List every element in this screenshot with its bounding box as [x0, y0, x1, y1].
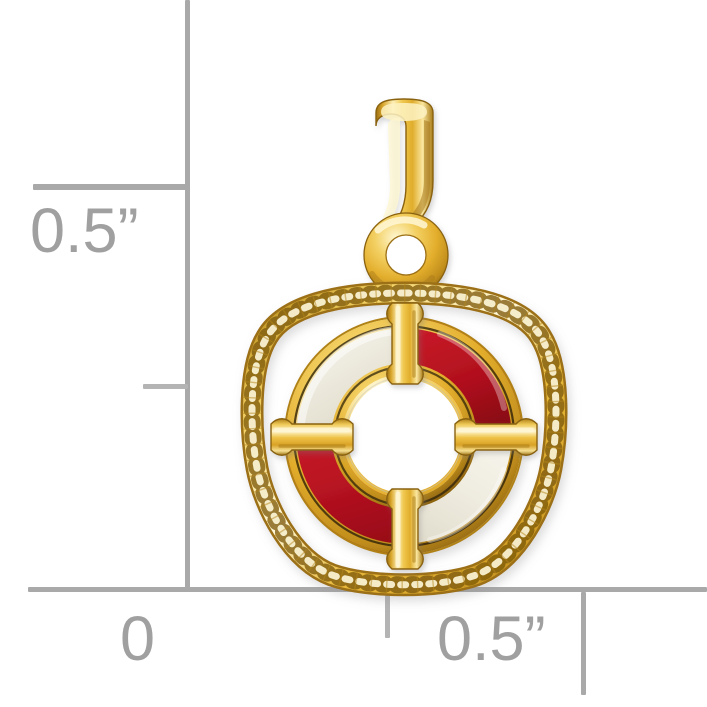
- lashing-right: [454, 418, 538, 456]
- life-ring-outer-edge: [284, 316, 524, 556]
- jump-ring-hole: [385, 234, 427, 276]
- jump-ring-shadow: [369, 271, 435, 294]
- enamel-inner-dark-line: [333, 365, 475, 507]
- lashing-top: [386, 302, 424, 385]
- rope-twist-shade: [242, 283, 566, 595]
- rope-frame-body: [243, 284, 565, 594]
- enamel-gloss-upper-right: [437, 331, 507, 411]
- enamel-segment-top-right-red: [404, 318, 522, 436]
- enamel-segment-bottom-left-red: [286, 436, 404, 554]
- pendant-bail: [375, 98, 434, 237]
- enamel-inner-gold-rim: [331, 363, 477, 509]
- enamel-outer-gold-rim: [286, 318, 522, 554]
- enamel-gloss-upper-left: [295, 325, 409, 433]
- bail-top-highlight: [381, 103, 427, 121]
- rope-twist-highlights: [248, 289, 560, 589]
- rope-twist-grooves: [243, 284, 565, 594]
- life-ring-lashings: [270, 302, 538, 570]
- life-ring-gold-body: [288, 320, 520, 552]
- jump-ring-outer: [363, 212, 449, 298]
- life-ring-center-hole-edge: [344, 376, 464, 496]
- ruler-tick-vertical-half-inch: [33, 184, 188, 190]
- jump-ring: [363, 212, 449, 298]
- enamel-segment-top-left-white: [286, 318, 404, 436]
- bail-inner-highlight: [383, 117, 400, 223]
- rope-frame-base: [240, 281, 568, 597]
- jump-ring-highlight: [374, 216, 428, 234]
- ruler-tick-horizontal-quarter-inch: [385, 592, 390, 638]
- ruler-label-horizontal-half-inch: 0.5”: [437, 604, 546, 674]
- ruler-horizontal-axis: [28, 587, 707, 592]
- bail-edge-shadow: [409, 120, 430, 222]
- bail-tube: [375, 98, 434, 237]
- life-ring-center-hole: [347, 379, 461, 493]
- ruler-label-vertical-half-inch: 0.5”: [30, 196, 139, 266]
- rope-frame: [240, 281, 568, 597]
- enamel-outer-dark-line: [292, 324, 516, 548]
- ruler-tick-vertical-quarter-inch: [143, 384, 188, 389]
- enamel-quadrants: [286, 318, 522, 554]
- ruler-label-horizontal-zero: 0: [120, 604, 156, 674]
- ruler-tick-horizontal-half-inch: [581, 592, 586, 695]
- ruler-vertical-axis: [185, 0, 190, 592]
- lashing-left: [270, 418, 354, 456]
- lashing-bottom: [386, 488, 424, 570]
- life-ring-body: [284, 316, 524, 556]
- enamel-segment-bottom-right-white: [404, 436, 522, 554]
- enamel-gloss-lower-right: [427, 467, 507, 543]
